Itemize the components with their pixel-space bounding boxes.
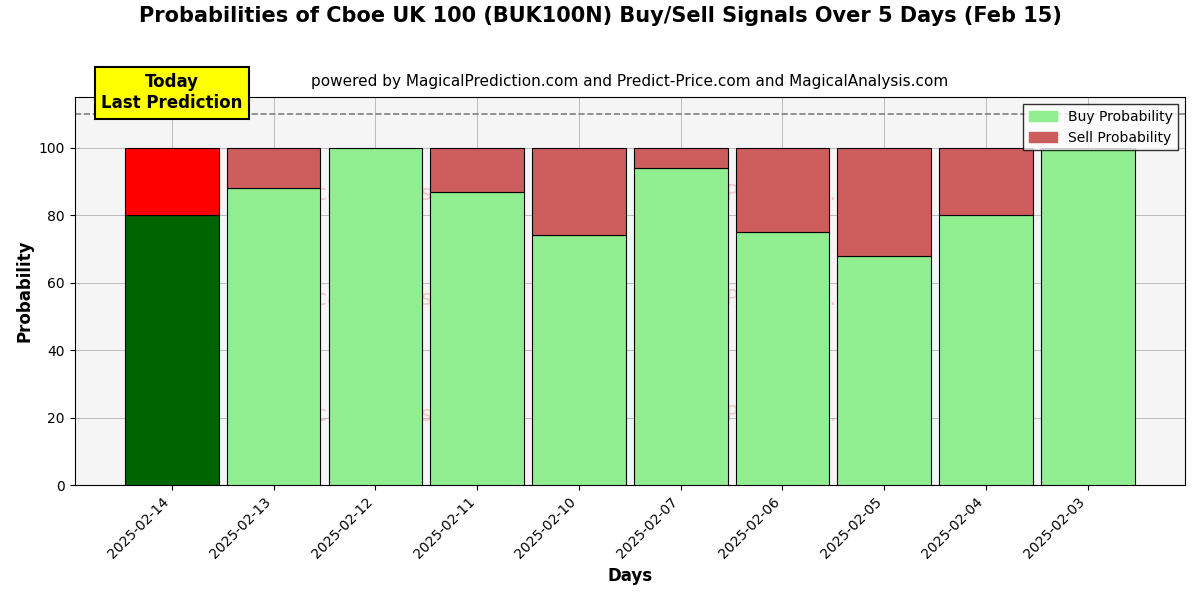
Bar [227,148,320,188]
Bar [736,148,829,232]
Bar [329,148,422,485]
Bar [634,168,727,485]
Text: Today
Last Prediction: Today Last Prediction [101,73,242,112]
Bar [940,215,1033,485]
Bar [532,235,625,485]
Bar [431,191,524,485]
Bar [634,148,727,168]
Y-axis label: Probability: Probability [16,240,34,343]
Bar [532,148,625,235]
Text: MagicalAnalysis.com: MagicalAnalysis.com [266,184,482,204]
Text: MagicalPrediction.com: MagicalPrediction.com [646,289,881,309]
Bar [125,215,218,485]
X-axis label: Days: Days [607,567,653,585]
Bar [227,188,320,485]
Bar [838,256,931,485]
Text: MagicalAnalysis.com: MagicalAnalysis.com [266,289,482,309]
Bar [838,148,931,256]
Bar [431,148,524,191]
Text: Probabilities of Cboe UK 100 (BUK100N) Buy/Sell Signals Over 5 Days (Feb 15): Probabilities of Cboe UK 100 (BUK100N) B… [138,6,1062,26]
Bar [1040,148,1134,485]
Bar [125,148,218,215]
Text: MagicalAnalysis.com: MagicalAnalysis.com [266,406,482,425]
Text: MagicalPrediction.com: MagicalPrediction.com [646,184,881,204]
Text: MagicalPrediction.com: MagicalPrediction.com [646,406,881,425]
Title: powered by MagicalPrediction.com and Predict-Price.com and MagicalAnalysis.com: powered by MagicalPrediction.com and Pre… [311,74,948,89]
Legend: Buy Probability, Sell Probability: Buy Probability, Sell Probability [1024,104,1178,150]
Bar [940,148,1033,215]
Bar [736,232,829,485]
